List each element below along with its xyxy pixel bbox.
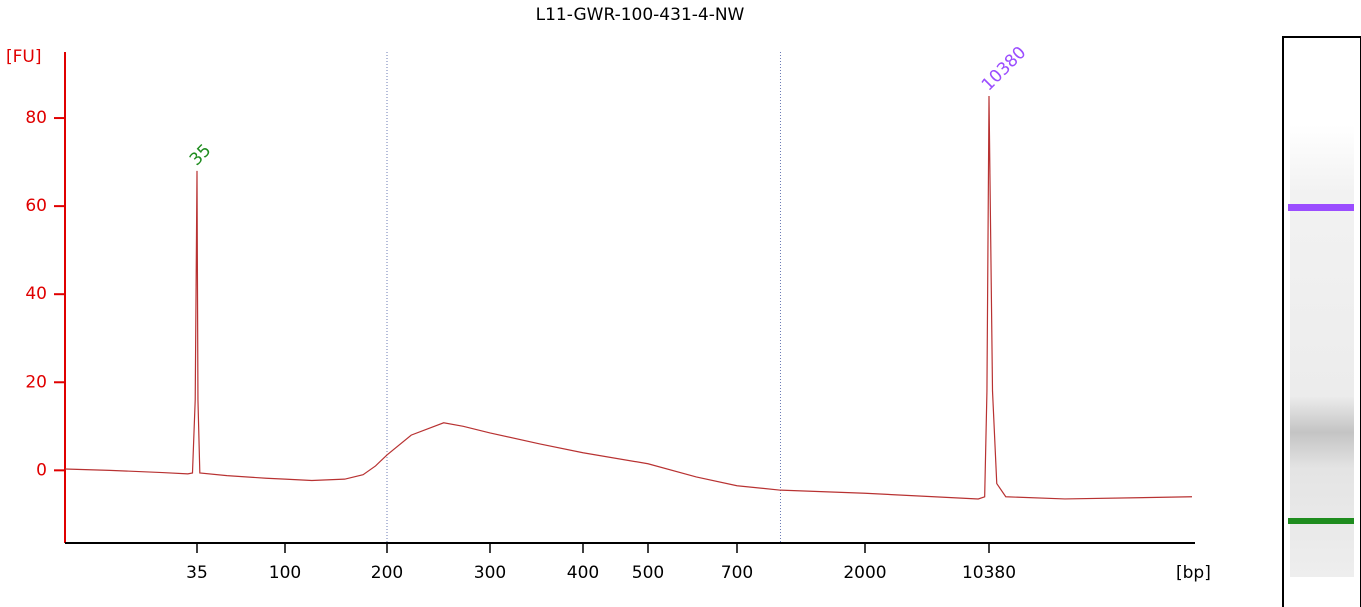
x-axis-label: [bp]	[1176, 563, 1211, 583]
y-tick-label: 20	[25, 372, 47, 392]
x-tick-label: 100	[269, 563, 301, 583]
x-tick-label: 10380	[962, 563, 1016, 583]
lane-band	[1288, 518, 1354, 524]
gel-lane	[1282, 36, 1361, 607]
y-axis-label: [FU]	[6, 47, 42, 67]
y-tick-label: 80	[25, 108, 47, 128]
x-tick-label: 300	[474, 563, 506, 583]
lane-smear	[1290, 125, 1354, 577]
y-tick-label: 0	[36, 460, 47, 480]
x-tick-label: 400	[567, 563, 599, 583]
x-tick-label: 2000	[843, 563, 886, 583]
x-tick-label: 35	[186, 563, 208, 583]
peak-label: 35	[186, 141, 215, 170]
trace	[64, 96, 1193, 500]
y-tick-label: 40	[25, 284, 47, 304]
lane-band	[1288, 204, 1354, 211]
chart-title: L11-GWR-100-431-4-NW	[536, 5, 745, 25]
peak-label: 10380	[978, 43, 1030, 95]
x-tick-label: 200	[371, 563, 403, 583]
y-tick-label: 60	[25, 196, 47, 216]
x-tick-label: 500	[632, 563, 664, 583]
x-tick-label: 700	[721, 563, 753, 583]
